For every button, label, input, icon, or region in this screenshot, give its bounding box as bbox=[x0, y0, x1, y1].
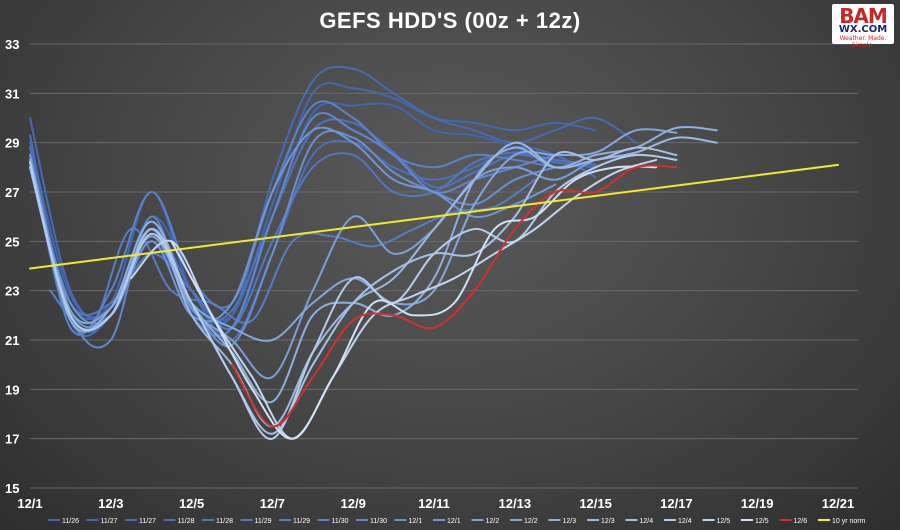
legend-label: 11/28 bbox=[216, 518, 233, 525]
y-tick-label: 27 bbox=[5, 185, 19, 200]
series-line bbox=[29, 163, 839, 270]
legend-label: 12/1 bbox=[447, 518, 461, 525]
legend-label: 12/5 bbox=[717, 518, 731, 525]
series-line bbox=[49, 178, 536, 331]
chart-title: GEFS HDD'S (00z + 12z) bbox=[319, 8, 581, 33]
y-tick-label: 29 bbox=[5, 136, 19, 151]
legend-label: 12/1 bbox=[409, 518, 423, 525]
legend: 11/26 11/27 11/27 11/28 11/28 11/29 11/29 11/30… bbox=[48, 518, 866, 525]
y-tick-label: 19 bbox=[5, 382, 19, 397]
x-tick-label: 12/15 bbox=[579, 496, 612, 511]
x-tick-label: 12/1 bbox=[17, 496, 42, 511]
y-tick-label: 21 bbox=[5, 333, 19, 348]
y-tick-label: 23 bbox=[5, 284, 19, 299]
logo-tagline: Weather. Made. Simple. bbox=[839, 35, 887, 49]
y-tick-label: 25 bbox=[5, 234, 19, 249]
series-line bbox=[130, 158, 658, 440]
legend-label: 11/27 bbox=[101, 518, 118, 525]
x-tick-label: 12/11 bbox=[418, 496, 450, 511]
plot-area bbox=[29, 65, 839, 440]
series-line bbox=[29, 151, 597, 330]
series-line bbox=[231, 164, 678, 428]
y-tick-label: 31 bbox=[5, 86, 19, 101]
legend-label: 12/4 bbox=[678, 518, 692, 525]
series-line bbox=[29, 112, 557, 349]
series-line bbox=[29, 130, 557, 348]
legend-label: 11/30 bbox=[370, 518, 387, 525]
y-tick-label: 15 bbox=[5, 481, 19, 496]
legend-label: 12/6 bbox=[794, 518, 808, 525]
y-axis: 15 17 19 21 23 25 27 29 31 33 bbox=[5, 37, 19, 496]
legend-label: 11/27 bbox=[139, 518, 156, 525]
grid bbox=[30, 43, 858, 489]
y-tick-label: 33 bbox=[5, 37, 19, 52]
x-axis: 12/1 12/3 12/5 12/7 12/9 12/11 12/13 12/15 12/17… bbox=[17, 496, 854, 511]
x-tick-label: 12/19 bbox=[741, 496, 774, 511]
legend-label: 12/3 bbox=[601, 518, 615, 525]
legend-label: 11/26 bbox=[62, 518, 79, 525]
legend-label: 10 yr norm bbox=[832, 518, 866, 525]
logo-wordmark: WX.COM bbox=[838, 24, 888, 35]
x-tick-label: 12/3 bbox=[98, 496, 123, 511]
logo-mark: BAM bbox=[839, 4, 888, 28]
x-tick-label: 12/9 bbox=[341, 496, 366, 511]
legend-label: 12/4 bbox=[640, 518, 654, 525]
bamwx-logo: BAM WX.COM Weather. Made. Simple. bbox=[832, 4, 894, 49]
y-tick-label: 17 bbox=[5, 432, 19, 447]
legend-label: 11/28 bbox=[178, 518, 195, 525]
legend-label: 12/5 bbox=[755, 518, 769, 525]
x-tick-label: 12/21 bbox=[822, 496, 855, 511]
series-line bbox=[170, 165, 658, 440]
x-tick-label: 12/5 bbox=[179, 496, 204, 511]
legend-label: 11/29 bbox=[293, 518, 310, 525]
legend-label: 12/3 bbox=[563, 518, 577, 525]
legend-label: 11/30 bbox=[332, 518, 349, 525]
series-line bbox=[29, 125, 718, 404]
legend-label: 12/2 bbox=[524, 518, 538, 525]
x-tick-label: 12/17 bbox=[660, 496, 693, 511]
legend-label: 12/2 bbox=[486, 518, 500, 525]
x-tick-label: 12/13 bbox=[499, 496, 532, 511]
legend-label: 11/29 bbox=[255, 518, 272, 525]
x-tick-label: 12/7 bbox=[260, 496, 285, 511]
